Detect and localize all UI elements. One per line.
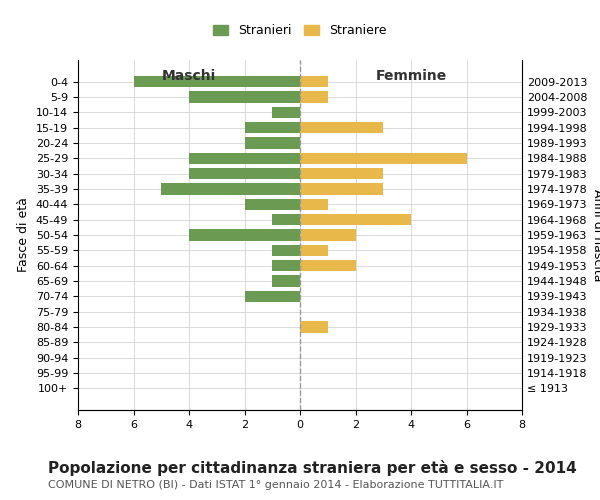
Bar — [245, 198, 300, 210]
Bar — [189, 168, 300, 179]
Text: Maschi: Maschi — [162, 70, 216, 84]
Bar — [161, 183, 300, 194]
Bar — [300, 214, 411, 226]
Bar — [300, 244, 328, 256]
Bar — [300, 152, 467, 164]
Text: COMUNE DI NETRO (BI) - Dati ISTAT 1° gennaio 2014 - Elaborazione TUTTITALIA.IT: COMUNE DI NETRO (BI) - Dati ISTAT 1° gen… — [48, 480, 503, 490]
Bar — [245, 290, 300, 302]
Bar — [300, 122, 383, 134]
Legend: Stranieri, Straniere: Stranieri, Straniere — [209, 20, 391, 42]
Bar — [272, 106, 300, 118]
Bar — [245, 137, 300, 148]
Y-axis label: Fasce di età: Fasce di età — [17, 198, 31, 272]
Bar — [300, 260, 355, 272]
Bar — [300, 91, 328, 102]
Bar — [300, 198, 328, 210]
Bar — [272, 276, 300, 287]
Bar — [189, 91, 300, 102]
Bar — [300, 322, 328, 333]
Bar — [133, 76, 300, 88]
Text: Popolazione per cittadinanza straniera per età e sesso - 2014: Popolazione per cittadinanza straniera p… — [48, 460, 577, 476]
Y-axis label: Anni di nascita: Anni di nascita — [591, 188, 600, 281]
Bar — [300, 229, 355, 241]
Bar — [300, 76, 328, 88]
Bar — [272, 260, 300, 272]
Bar — [272, 214, 300, 226]
Bar — [189, 229, 300, 241]
Bar — [189, 152, 300, 164]
Bar — [300, 183, 383, 194]
Bar — [300, 168, 383, 179]
Bar — [272, 244, 300, 256]
Bar — [245, 122, 300, 134]
Text: Femmine: Femmine — [376, 70, 446, 84]
